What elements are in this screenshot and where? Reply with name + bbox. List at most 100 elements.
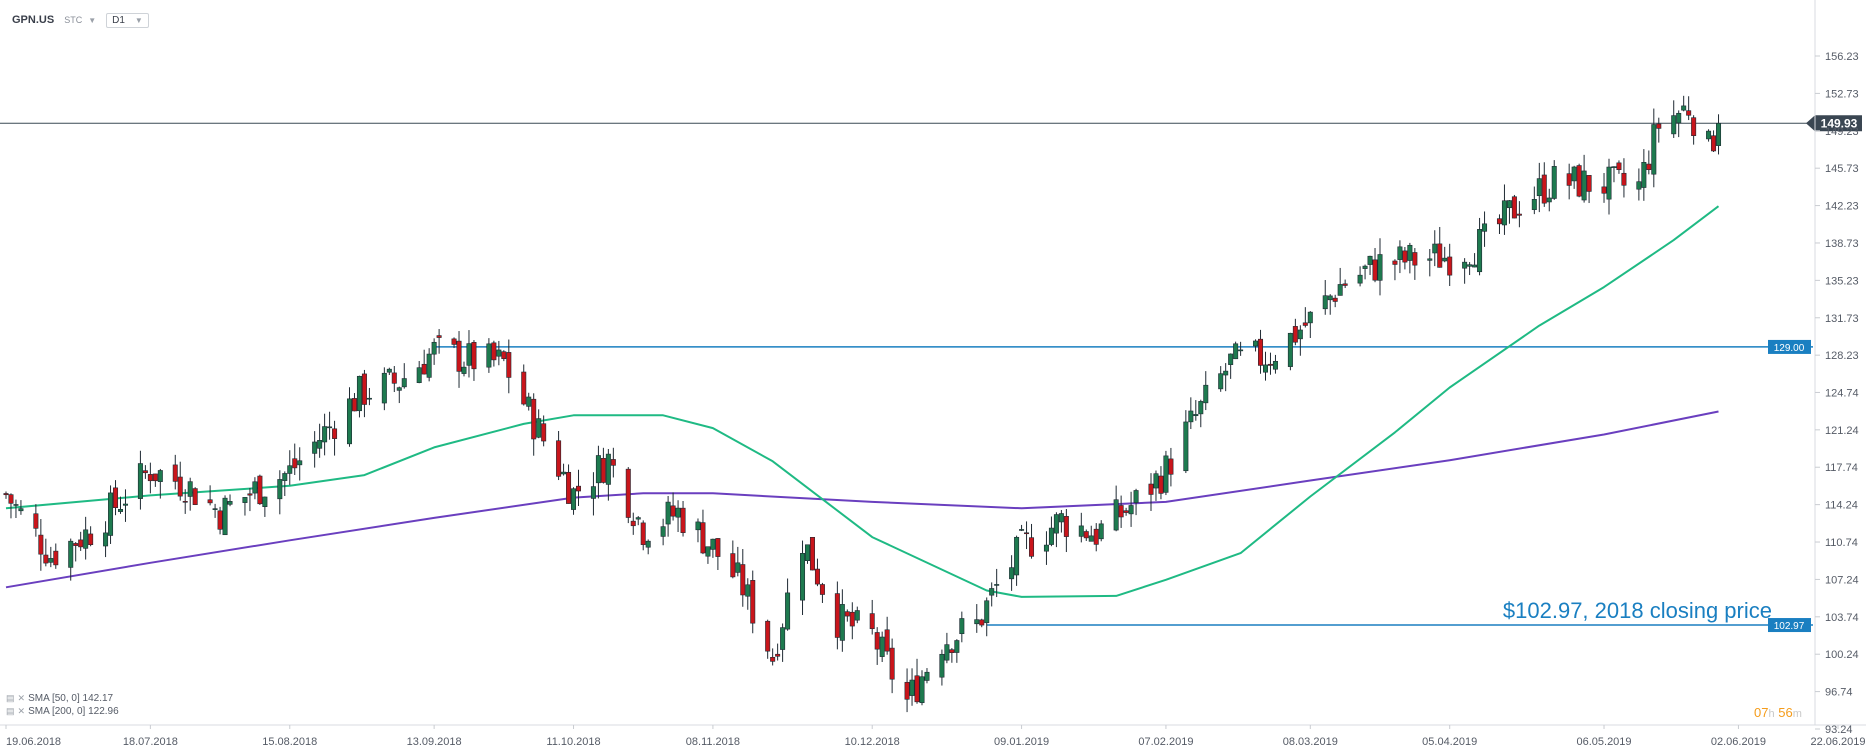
candle-up [1098, 523, 1104, 540]
candle-up [277, 479, 283, 500]
candle-countdown: 07h 56m [1754, 705, 1802, 720]
indicator-legend: ▤ ✕ SMA [50, 0] 142.17 ▤ ✕ SMA [200, 0] … [6, 692, 119, 718]
candle-up [1477, 229, 1483, 273]
y-tick-label: 138.73 [1825, 238, 1859, 250]
close-icon[interactable]: ✕ [17, 693, 26, 703]
candle-up [1297, 329, 1303, 340]
candle-down [471, 342, 477, 370]
chevron-down-icon: ▼ [88, 15, 97, 25]
candle-down [53, 550, 59, 566]
candle-up [1531, 199, 1537, 210]
candle-up [312, 441, 318, 454]
candle-down [43, 554, 49, 564]
candle-up [1581, 170, 1587, 201]
candle-down [670, 505, 676, 517]
candle-up [1357, 274, 1363, 284]
candle-up [1113, 499, 1119, 531]
candle-down [451, 338, 457, 345]
candle-up [1442, 257, 1448, 262]
candle-down [1063, 516, 1069, 537]
candle-up [103, 532, 109, 547]
candle-up [605, 453, 611, 485]
candle-up [386, 368, 392, 373]
candle-down [152, 473, 158, 482]
settings-icon[interactable]: ▤ [6, 693, 15, 703]
candle-down [575, 485, 581, 492]
candle-up [396, 387, 402, 391]
legend-item-sma50[interactable]: ▤ ✕ SMA [50, 0] 142.17 [6, 692, 119, 705]
candle-down [680, 507, 686, 533]
candle-down [610, 459, 616, 466]
candle-up [1651, 124, 1657, 175]
candle-up [879, 636, 885, 657]
candle-down [1516, 213, 1522, 216]
candle-up [994, 584, 1000, 586]
timeframe-select[interactable]: D1 ▼ [106, 12, 149, 28]
candle-up [48, 558, 54, 563]
candle-up [122, 503, 128, 506]
instrument-type-select[interactable]: STC ▼ [64, 15, 96, 25]
candle-down [456, 340, 462, 372]
candle-up [1238, 349, 1244, 352]
symbol-label[interactable]: GPN.US [12, 14, 55, 26]
y-tick-label: 124.74 [1825, 387, 1859, 399]
candle-up [1272, 360, 1278, 370]
candle-down [1691, 117, 1697, 136]
candle-down [1616, 162, 1622, 171]
candle-down [1402, 250, 1408, 263]
x-tick-label: 09.01.2019 [994, 736, 1049, 748]
candle-up [431, 341, 437, 355]
candle-up [426, 353, 432, 378]
candle-down [1496, 218, 1502, 225]
candle-up [1536, 178, 1542, 197]
candle-down [1646, 163, 1652, 170]
candle-up [1482, 223, 1488, 232]
candle-up [1327, 295, 1333, 301]
candle-up [1263, 364, 1269, 373]
candle-down [38, 534, 44, 555]
candle-up [1058, 513, 1064, 523]
x-tick-label: 02.06.2019 [1711, 736, 1766, 748]
candle-down [247, 493, 253, 496]
candle-up [1153, 473, 1159, 489]
close-icon[interactable]: ✕ [17, 706, 26, 716]
candle-down [874, 632, 880, 650]
candle-down [600, 458, 606, 483]
candle-down [1083, 531, 1089, 539]
candle-down [192, 488, 198, 505]
candle-up [137, 463, 143, 499]
x-tick-label: 07.02.2019 [1138, 736, 1193, 748]
y-tick-label: 110.74 [1825, 537, 1858, 549]
candle-up [222, 497, 228, 536]
candle-down [1586, 175, 1592, 192]
annotation-text: $102.97, 2018 closing price [1503, 598, 1772, 623]
legend-item-sma200[interactable]: ▤ ✕ SMA [200, 0] 122.96 [6, 705, 119, 718]
candle-up [1462, 261, 1468, 269]
candle-up [1228, 353, 1234, 365]
candle-up [83, 529, 89, 549]
level-layer: 129.00 102.97 149.93 [0, 115, 1862, 633]
candle-up [1019, 529, 1025, 531]
candle-up [571, 488, 577, 510]
candle-up [262, 496, 268, 508]
candle-up [1128, 505, 1134, 515]
candle-down [1292, 326, 1298, 343]
candle-down [177, 476, 183, 497]
candle-down [849, 611, 855, 627]
candle-up [327, 426, 333, 429]
candle-up [466, 343, 472, 366]
candle-down [73, 543, 79, 546]
candle-up [1163, 455, 1169, 493]
candle-up [804, 544, 810, 561]
y-tick-label: 142.23 [1825, 201, 1859, 213]
candle-layer [3, 95, 1722, 713]
candle-down [351, 398, 357, 412]
x-tick-label: 18.07.2018 [123, 736, 178, 748]
candle-down [8, 494, 14, 504]
candle-down [1148, 483, 1154, 495]
settings-icon[interactable]: ▤ [6, 706, 15, 716]
candle-down [566, 471, 572, 504]
candle-down [770, 656, 776, 662]
